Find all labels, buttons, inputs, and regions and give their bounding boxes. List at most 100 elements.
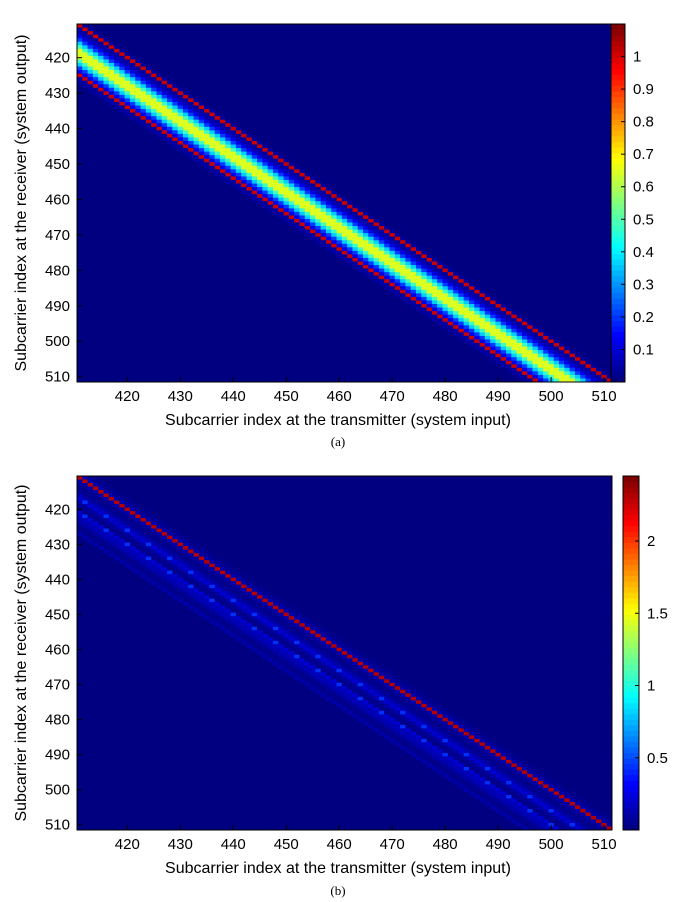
heatmap-cell (108, 151, 115, 156)
heatmap-cell (204, 123, 210, 128)
heatmap-cell (77, 367, 83, 372)
heatmap-cell (299, 201, 306, 206)
heatmap-cell (325, 169, 332, 174)
heatmap-cell (135, 101, 141, 106)
heatmap-cell (331, 119, 337, 124)
heatmap-cell (119, 55, 126, 60)
heatmap-cell (310, 208, 316, 213)
heatmap-cell (225, 112, 232, 117)
heatmap-cell (246, 272, 253, 277)
heatmap-cell (151, 211, 157, 216)
heatmap-cell (204, 350, 210, 355)
heatmap-cell (124, 197, 131, 202)
heatmap-cell (172, 119, 179, 124)
heatmap-cell (188, 250, 194, 255)
heatmap-cell (151, 357, 157, 362)
heatmap-cell (156, 183, 163, 188)
heatmap-cell (283, 268, 290, 273)
heatmap-cell (235, 105, 242, 110)
heatmap-cell (119, 300, 126, 305)
heatmap-cell (310, 350, 316, 355)
heatmap-cell (272, 374, 279, 379)
heatmap-cell (177, 197, 184, 202)
heatmap-cell (98, 374, 104, 379)
heatmap-cell (294, 151, 300, 156)
heatmap-cell (119, 101, 126, 106)
heatmap-cell (257, 257, 263, 262)
heatmap-cell (135, 126, 141, 131)
heatmap-cell (325, 289, 332, 294)
heatmap-cell (304, 332, 311, 337)
heatmap-cell (304, 236, 311, 241)
heatmap-cell (151, 94, 157, 99)
heatmap-cell (161, 34, 168, 39)
heatmap-cell (272, 300, 279, 305)
heatmap-cell (325, 34, 332, 39)
heatmap-cell (182, 119, 189, 124)
heatmap-cell (294, 194, 300, 199)
heatmap-cell (267, 222, 274, 227)
heatmap-cell (140, 215, 147, 220)
heatmap-cell (114, 34, 120, 39)
heatmap-cell (262, 233, 269, 238)
heatmap-cell (172, 151, 179, 156)
heatmap-cell (77, 250, 83, 255)
heatmap-cell (82, 59, 88, 64)
heatmap-cell (225, 325, 232, 330)
heatmap-cell (325, 165, 332, 170)
heatmap-cell (103, 332, 110, 337)
heatmap-cell (140, 233, 147, 238)
heatmap-cell (177, 169, 184, 174)
heatmap-cell (320, 165, 327, 170)
heatmap-cell (114, 367, 120, 372)
heatmap-cell (167, 151, 173, 156)
heatmap-cell (182, 350, 189, 355)
heatmap-cell (172, 293, 179, 298)
heatmap-cell (177, 62, 184, 67)
heatmap-cell (124, 116, 131, 121)
heatmap-cell (299, 272, 306, 277)
heatmap-cell (235, 374, 242, 379)
heatmap-cell (315, 24, 322, 28)
heatmap-cell (325, 133, 332, 138)
heatmap-cell (310, 321, 316, 326)
heatmap-cell (241, 367, 247, 372)
heatmap-cell (272, 204, 279, 209)
heatmap-cell (151, 151, 157, 156)
heatmap-cell (230, 119, 237, 124)
heatmap-cell (161, 179, 168, 184)
heatmap-cell (294, 218, 300, 223)
heatmap-cell (182, 52, 189, 57)
heatmap-cell (114, 31, 120, 36)
heatmap-cell (172, 48, 179, 53)
heatmap-cell (225, 222, 232, 227)
heatmap-cell (315, 179, 322, 184)
heatmap-cell (235, 87, 242, 92)
heatmap-cell (135, 204, 141, 209)
heatmap-cell (145, 137, 152, 142)
heatmap-cell (267, 261, 274, 266)
heatmap-cell (262, 130, 269, 135)
heatmap-cell (267, 335, 274, 340)
heatmap-cell (288, 254, 295, 259)
heatmap-cell (124, 162, 131, 167)
heatmap-cell (304, 364, 311, 369)
heatmap-cell (304, 70, 311, 75)
heatmap-cell (299, 112, 306, 117)
heatmap-cell (140, 208, 147, 213)
heatmap-cell (82, 91, 88, 96)
heatmap-cell (119, 148, 126, 152)
heatmap-cell (82, 250, 88, 255)
heatmap-cell (331, 31, 337, 36)
heatmap-cell (214, 165, 221, 170)
heatmap-cell (241, 243, 247, 248)
heatmap-cell (177, 55, 184, 60)
heatmap-cell (320, 261, 327, 266)
heatmap-cell (167, 176, 173, 181)
heatmap-cell (267, 151, 274, 156)
heatmap-cell (262, 243, 269, 248)
heatmap-cell (283, 126, 290, 131)
heatmap-cell (230, 229, 237, 234)
heatmap-cell (272, 254, 279, 259)
heatmap-cell (225, 140, 232, 145)
